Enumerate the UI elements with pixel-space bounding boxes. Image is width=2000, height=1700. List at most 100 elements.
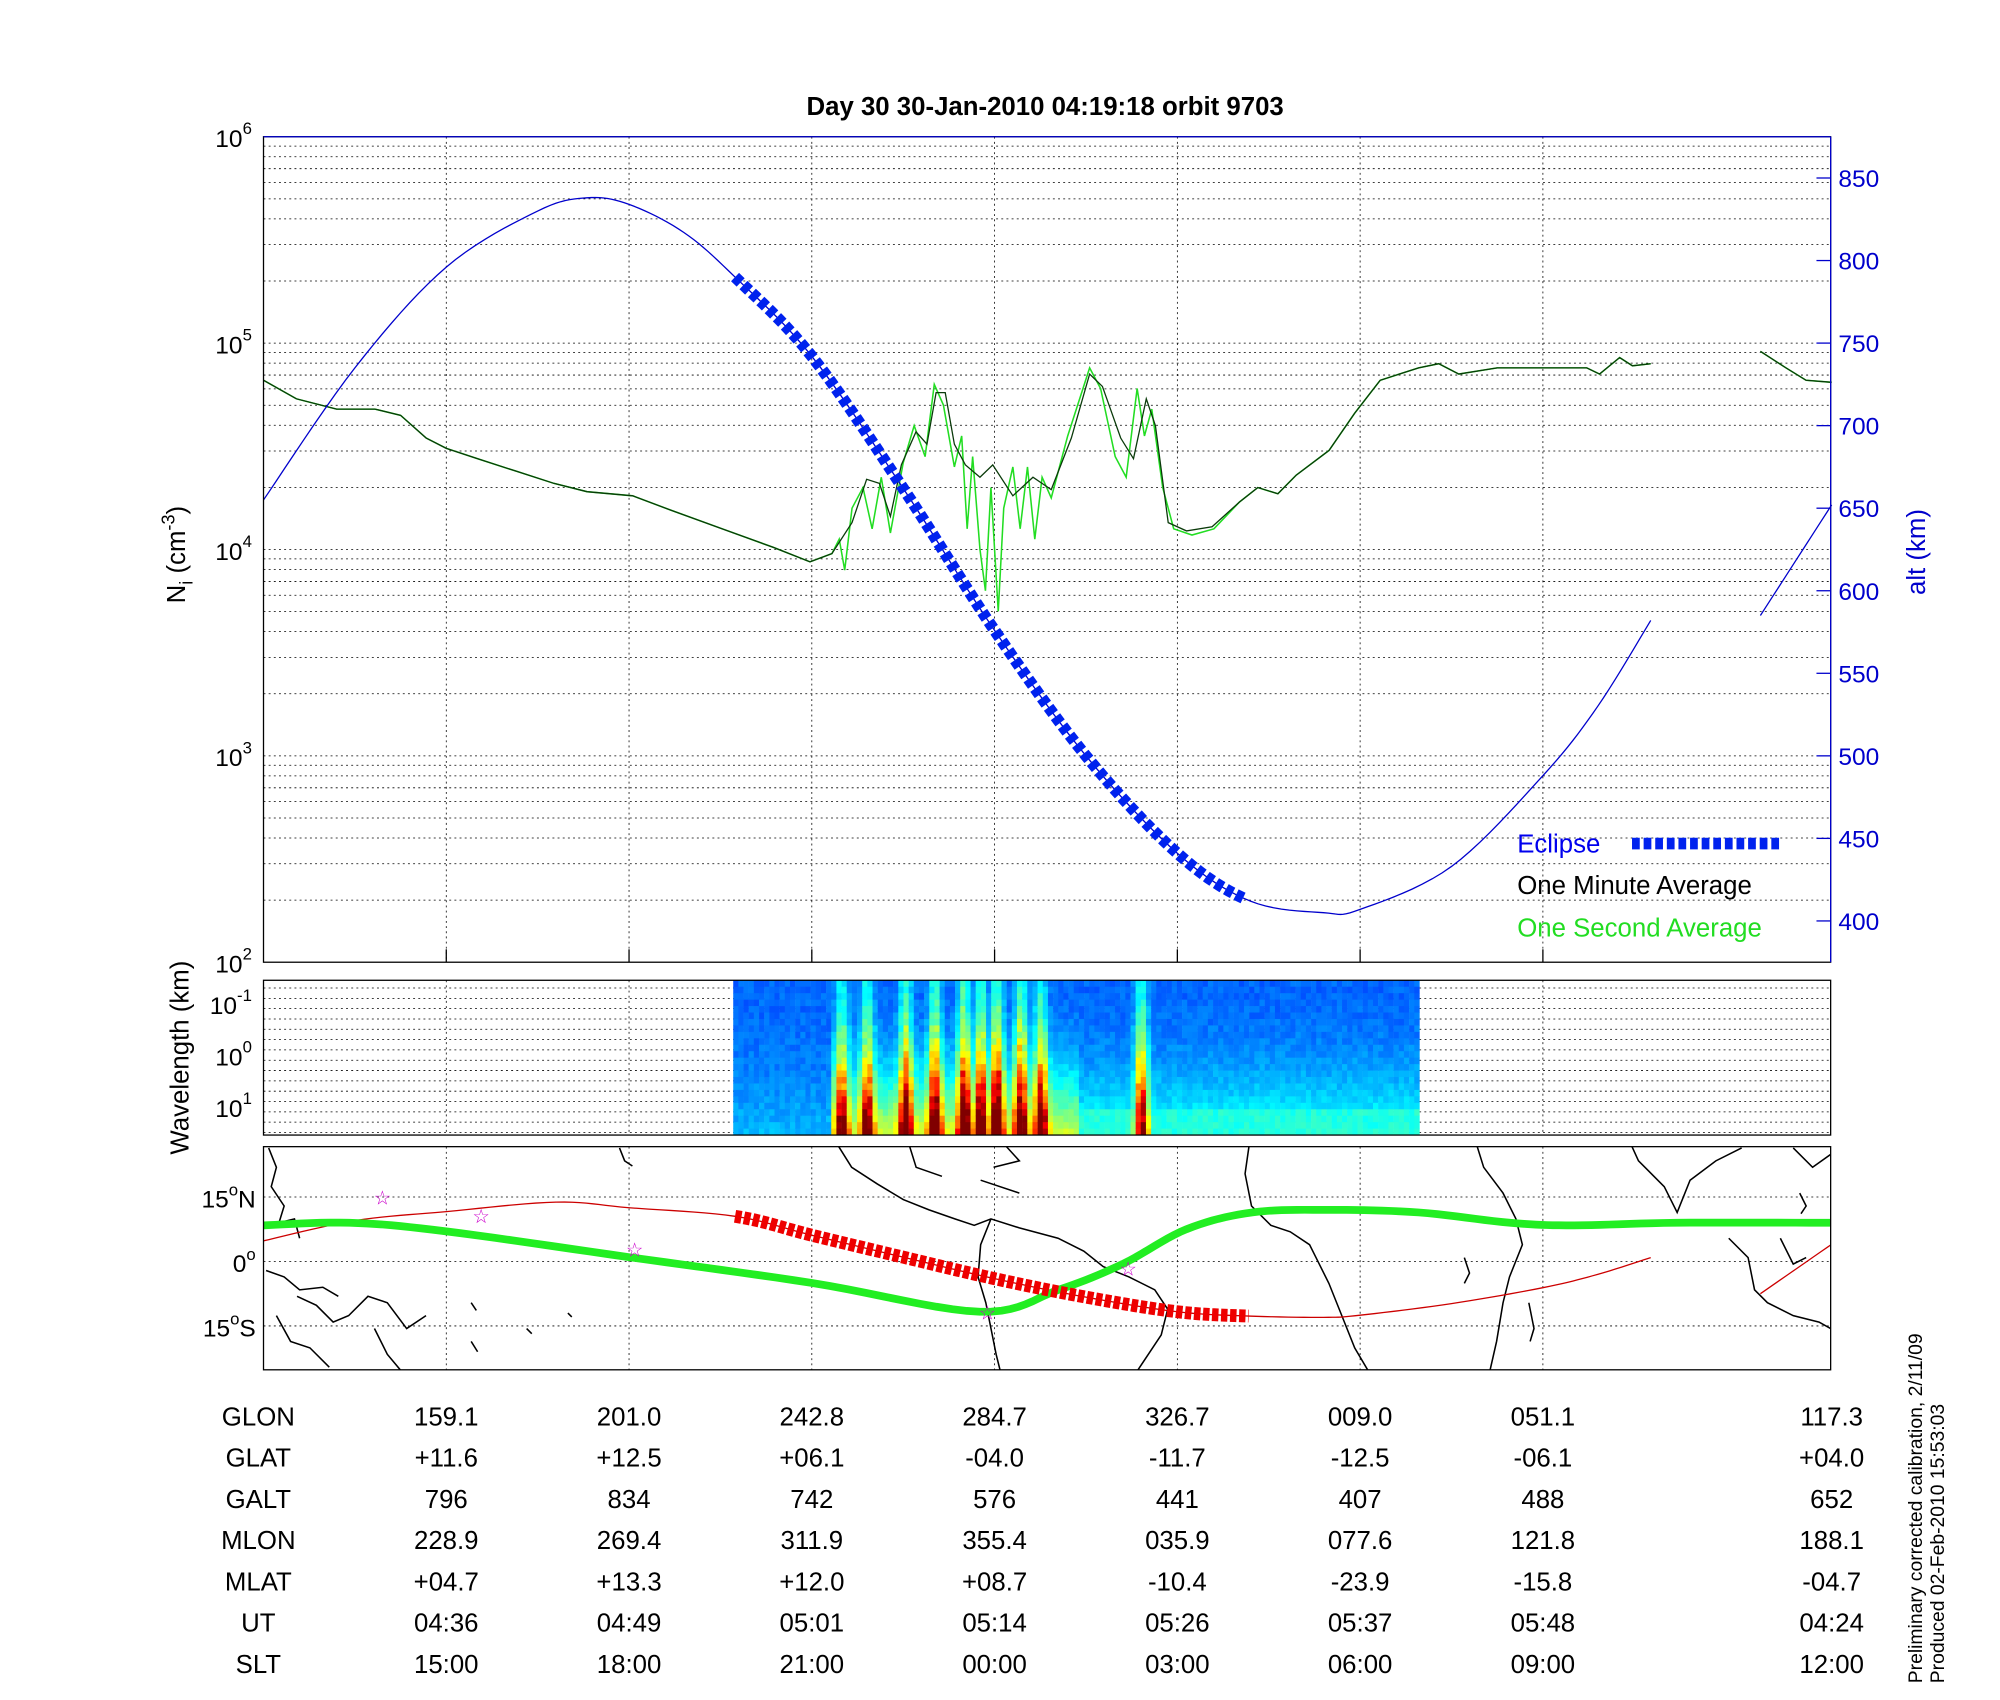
spectrogram-cell	[924, 1031, 930, 1039]
spectrogram-cell	[1342, 1070, 1348, 1078]
spectrogram-cell	[1166, 1057, 1173, 1065]
spectrogram-cell	[1161, 1012, 1167, 1020]
spectrogram-cell	[1321, 1006, 1327, 1013]
spectrogram-cell	[1311, 1096, 1317, 1104]
spectrogram-cell	[986, 999, 992, 1007]
spectrogram-cell	[908, 999, 915, 1007]
spectrogram-cell	[1032, 1122, 1038, 1129]
spectrogram-cell	[784, 1115, 791, 1123]
altitude-tick-label: 700	[1838, 414, 1879, 441]
spectrogram-cell	[1135, 1083, 1142, 1091]
spectrogram-cell	[903, 1051, 909, 1059]
spectrogram-cell	[1311, 1018, 1317, 1026]
spectrogram-cell	[944, 993, 951, 1001]
spectrogram-cell	[944, 1128, 951, 1136]
spectrogram-cell	[1357, 1057, 1363, 1065]
spectrogram-cell	[1228, 1038, 1234, 1046]
spectrogram-cell	[877, 1006, 884, 1013]
spectrogram-cell	[1254, 1122, 1260, 1129]
spectrogram-cell	[738, 1038, 744, 1046]
spectrogram-cell	[1372, 1031, 1379, 1039]
spectrogram-cell	[1022, 1070, 1028, 1078]
spectrogram-cell	[1398, 980, 1405, 988]
row-label: GLAT	[226, 1445, 292, 1473]
spectrogram-cell	[1254, 1031, 1260, 1039]
spectrogram-cell	[1202, 1077, 1209, 1084]
spectrogram-cell	[1171, 1064, 1178, 1071]
spectrogram-cell	[851, 1064, 858, 1071]
spectrogram-cell	[774, 1115, 780, 1123]
spectrogram-cell	[1125, 980, 1131, 988]
spectrogram-cell	[1393, 1128, 1400, 1136]
spectrogram-cell	[970, 1006, 976, 1013]
spectrogram-cell	[795, 1102, 801, 1110]
spectrogram-cell	[1192, 1006, 1198, 1013]
spectrogram-cell	[1016, 1012, 1023, 1020]
spectrogram-cell	[980, 1057, 987, 1065]
spectrogram-cell	[1223, 1044, 1229, 1052]
spectrogram-cell	[949, 1031, 956, 1039]
spectrogram-cell	[846, 1089, 853, 1097]
spectrogram-cell	[1094, 1018, 1100, 1026]
spectrogram-cell	[1099, 1051, 1105, 1059]
spectrogram-cell	[1042, 1031, 1049, 1039]
spectrogram-cell	[1161, 999, 1167, 1007]
spectrogram-cell	[1125, 1070, 1131, 1078]
spectrogram-cell	[789, 1109, 796, 1117]
spectrogram-cell	[970, 1102, 976, 1110]
spectrogram-cell	[1001, 1089, 1007, 1097]
spectrogram-cell	[960, 1006, 966, 1013]
spectrogram-cell	[1295, 1109, 1302, 1117]
spectrogram-cell	[1264, 1083, 1271, 1091]
spectrogram-cell	[1331, 1018, 1338, 1026]
spectrogram-cell	[820, 993, 827, 1001]
spectrogram-cell	[764, 1031, 770, 1039]
spectrogram-cell	[1078, 1077, 1085, 1084]
spectrogram-cell	[913, 986, 920, 994]
spectrogram-cell	[1006, 1102, 1013, 1110]
spectrogram-cell	[1011, 1006, 1018, 1013]
spectrogram-cell	[846, 1031, 853, 1039]
spectrogram-cell	[960, 1012, 966, 1020]
spectrogram-cell	[1078, 1044, 1085, 1052]
spectrogram-cell	[893, 1122, 899, 1129]
spectrogram-cell	[1331, 1025, 1338, 1033]
spectrogram-cell	[831, 1122, 837, 1129]
ground-track-line	[263, 1201, 1651, 1319]
spectrogram-cell	[918, 1102, 925, 1110]
spectrogram-cell	[882, 1044, 889, 1052]
spectrogram-cell	[1285, 1018, 1291, 1026]
spectrogram-cell	[929, 1089, 935, 1097]
spectrogram-cell	[1316, 986, 1322, 994]
spectrogram-cell	[1295, 1012, 1302, 1020]
spectrogram-cell	[769, 1018, 775, 1026]
spectrogram-cell	[759, 1115, 765, 1123]
spectrogram-cell	[1398, 1070, 1405, 1078]
spectrogram-cell	[877, 1057, 884, 1065]
spectrogram-cell	[862, 1012, 868, 1020]
spectrogram-cell	[831, 1044, 837, 1052]
spectrogram-cell	[991, 1070, 997, 1078]
spectrogram-cell	[1104, 1128, 1111, 1136]
spectrogram-cell	[965, 1057, 971, 1065]
spectrogram-cell	[784, 1122, 791, 1129]
spectrogram-cell	[1331, 999, 1338, 1007]
spectrogram-cell	[1213, 1128, 1219, 1136]
spectrogram-cell	[872, 1018, 878, 1026]
spectrogram-cell	[960, 1083, 966, 1091]
spectrogram-cell	[1388, 1057, 1394, 1065]
spectrogram-cell	[1300, 1038, 1307, 1046]
spectrogram-cell	[1243, 986, 1250, 994]
spectrogram-cell	[1022, 986, 1028, 994]
table-cell: 326.7	[1145, 1403, 1210, 1431]
spectrogram-cell	[913, 1102, 920, 1110]
spectrogram-cell	[1409, 1057, 1415, 1065]
spectrogram-cell	[1362, 1122, 1369, 1129]
spectrogram-cell	[1063, 1051, 1069, 1059]
spectrogram-cell	[764, 986, 770, 994]
spectrogram-cell	[934, 1115, 940, 1123]
spectrogram-cell	[759, 1006, 765, 1013]
spectrogram-cell	[1403, 1083, 1410, 1091]
spectrogram-cell	[1331, 986, 1338, 994]
spectrogram-cell	[1145, 1109, 1152, 1117]
